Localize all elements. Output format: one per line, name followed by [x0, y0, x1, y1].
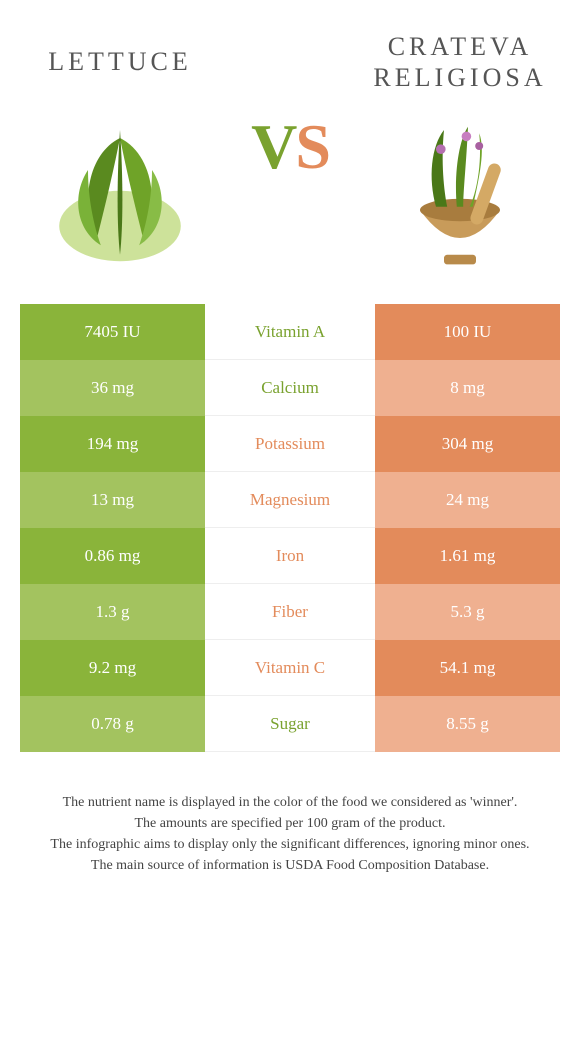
footer-line-1: The nutrient name is displayed in the co… — [20, 792, 560, 813]
left-value-cell: 7405 IU — [20, 304, 205, 360]
left-image — [20, 94, 220, 294]
left-value-cell: 13 mg — [20, 472, 205, 528]
right-value-cell: 1.61 mg — [375, 528, 560, 584]
right-title: Crateva religiosa — [360, 30, 560, 94]
table-row: 194 mgPotassium304 mg — [20, 416, 560, 472]
header-row: Lettuce VS Crateva religiosa — [20, 30, 560, 294]
table-row: 7405 IUVitamin A100 IU — [20, 304, 560, 360]
footer-line-3: The infographic aims to display only the… — [20, 834, 560, 855]
table-row: 0.78 gSugar8.55 g — [20, 696, 560, 752]
left-value-cell: 36 mg — [20, 360, 205, 416]
vs-letter-s: S — [295, 111, 329, 182]
left-value-cell: 194 mg — [20, 416, 205, 472]
nutrient-label-cell: Iron — [205, 528, 375, 584]
right-header-col: Crateva religiosa — [360, 30, 560, 294]
left-value-cell: 0.86 mg — [20, 528, 205, 584]
nutrient-label-cell: Sugar — [205, 696, 375, 752]
table-row: 36 mgCalcium8 mg — [20, 360, 560, 416]
left-title: Lettuce — [20, 30, 220, 94]
left-header-col: Lettuce — [20, 30, 220, 294]
left-value-cell: 0.78 g — [20, 696, 205, 752]
right-value-cell: 5.3 g — [375, 584, 560, 640]
lettuce-icon — [40, 114, 200, 274]
nutrient-table: 7405 IUVitamin A100 IU36 mgCalcium8 mg19… — [20, 304, 560, 752]
infographic-container: Lettuce VS Crateva religiosa — [0, 0, 580, 1054]
right-value-cell: 100 IU — [375, 304, 560, 360]
right-image — [360, 94, 560, 294]
nutrient-label-cell: Vitamin A — [205, 304, 375, 360]
right-value-cell: 304 mg — [375, 416, 560, 472]
mortar-herb-icon — [380, 114, 540, 274]
vs-letter-v: V — [251, 111, 295, 182]
table-row: 0.86 mgIron1.61 mg — [20, 528, 560, 584]
table-row: 9.2 mgVitamin C54.1 mg — [20, 640, 560, 696]
table-row: 13 mgMagnesium24 mg — [20, 472, 560, 528]
vs-label: VS — [220, 110, 360, 184]
nutrient-label-cell: Fiber — [205, 584, 375, 640]
footer-notes: The nutrient name is displayed in the co… — [20, 792, 560, 876]
right-value-cell: 54.1 mg — [375, 640, 560, 696]
table-row: 1.3 gFiber5.3 g — [20, 584, 560, 640]
nutrient-label-cell: Vitamin C — [205, 640, 375, 696]
nutrient-label-cell: Potassium — [205, 416, 375, 472]
left-value-cell: 1.3 g — [20, 584, 205, 640]
right-value-cell: 24 mg — [375, 472, 560, 528]
nutrient-label-cell: Calcium — [205, 360, 375, 416]
footer-line-2: The amounts are specified per 100 gram o… — [20, 813, 560, 834]
right-value-cell: 8 mg — [375, 360, 560, 416]
footer-line-4: The main source of information is USDA F… — [20, 855, 560, 876]
nutrient-label-cell: Magnesium — [205, 472, 375, 528]
right-value-cell: 8.55 g — [375, 696, 560, 752]
left-value-cell: 9.2 mg — [20, 640, 205, 696]
